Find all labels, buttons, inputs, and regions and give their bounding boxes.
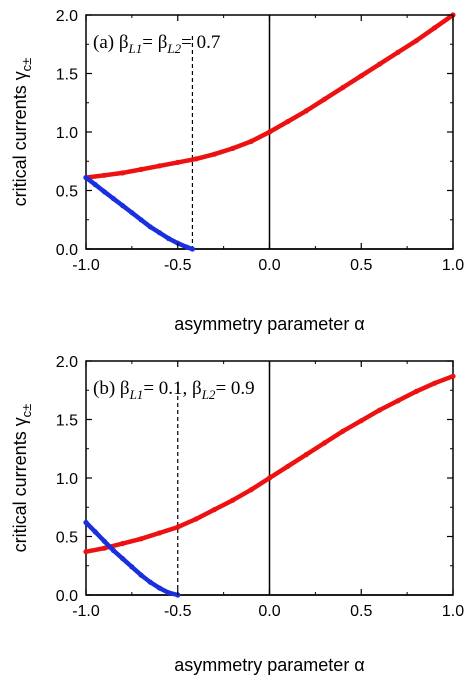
red-data-point [377, 61, 383, 67]
y-axis-label: critical currents γc± [10, 404, 34, 553]
blue-data-point [120, 203, 126, 209]
y-tick-label: 0.0 [56, 588, 78, 605]
red-data-point [432, 380, 438, 386]
blue-series-line [83, 175, 195, 252]
red-data-point [175, 159, 181, 165]
red-data-point [303, 452, 309, 458]
red-data-point [248, 138, 254, 144]
x-axis-label: asymmetry parameter α [174, 314, 364, 334]
blue-data-point [101, 538, 107, 544]
red-data-point [175, 524, 181, 530]
blue-data-point [156, 585, 162, 591]
red-data-point [211, 151, 217, 157]
x-tick-label: -1.0 [72, 603, 100, 620]
red-data-point [230, 145, 236, 151]
blue-data-point [83, 175, 89, 181]
panel-a: -1.0 -0.5 0.0 0.5 1.0 0.0 0.5 1.0 1.5 2.0 (a) βL1… [10, 8, 464, 334]
red-data-point [138, 536, 144, 542]
blue-data-point [166, 235, 172, 242]
x-tick-label: -0.5 [164, 603, 192, 620]
red-data-point [358, 418, 364, 424]
blue-data-point [110, 196, 117, 202]
blue-data-point [129, 210, 135, 216]
red-data-point [303, 108, 309, 114]
blue-data-point [156, 230, 162, 236]
red-data-point [266, 475, 273, 481]
blue-data-point [129, 564, 135, 570]
red-data-point [156, 163, 162, 169]
blue-data-point [138, 217, 144, 223]
red-data-point [413, 38, 419, 44]
red-data-point [395, 49, 401, 56]
red-data-point [193, 516, 199, 522]
x-tick-label: -0.5 [164, 257, 192, 274]
blue-data-point [166, 590, 172, 596]
panel-annotation: (a) βL1= βL2= 0.7 [93, 32, 220, 56]
tick-group: -1.0 -0.5 0.0 0.5 1.0 0.0 0.5 1.0 1.5 2.0 [56, 8, 464, 274]
y-tick-label: 0.0 [56, 242, 78, 259]
red-data-point [211, 507, 217, 513]
blue-data-point [147, 224, 153, 230]
tick-group: -1.0 -0.5 0.0 0.5 1.0 0.0 0.5 1.0 1.5 2.0 [56, 354, 464, 620]
y-tick-label: 2.0 [56, 8, 78, 25]
blue-data-point [92, 529, 98, 535]
red-data-point [322, 96, 328, 102]
red-data-point [285, 463, 291, 469]
red-data-point [193, 156, 199, 162]
red-data-point [340, 428, 346, 434]
red-data-point [101, 172, 107, 178]
red-data-point [230, 497, 236, 503]
blue-data-point [120, 556, 126, 562]
x-tick-label: 0.5 [350, 257, 372, 274]
red-data-point [101, 545, 107, 551]
red-data-point [340, 84, 346, 91]
red-data-point [120, 170, 126, 176]
blue-data-point [147, 579, 153, 585]
x-axis-label: asymmetry parameter α [174, 655, 364, 675]
red-data-point [413, 388, 419, 394]
x-tick-label: 0.5 [350, 603, 372, 620]
y-tick-label: 0.5 [56, 530, 78, 547]
blue-data-point [101, 189, 107, 195]
x-tick-label: 0.0 [258, 603, 280, 620]
red-data-point [450, 373, 456, 379]
red-data-point [285, 118, 291, 125]
red-data-point [395, 398, 401, 404]
panel-b: -1.0 -0.5 0.0 0.5 1.0 0.0 0.5 1.0 1.5 2.0 (b) βL1… [10, 354, 464, 675]
red-data-point [120, 540, 126, 547]
red-data-point [138, 166, 144, 172]
x-tick-label: 1.0 [442, 603, 464, 620]
series-group [83, 373, 456, 598]
x-tick-label: 1.0 [442, 257, 464, 274]
red-data-point [156, 530, 162, 536]
x-tick-label: 0.0 [258, 257, 280, 274]
y-tick-label: 1.0 [56, 125, 78, 142]
red-data-point [377, 407, 383, 413]
y-axis-label: critical currents γc± [10, 58, 34, 207]
red-data-point [322, 440, 328, 446]
panel-annotation: (b) βL1= 0.1, βL2= 0.9 [93, 378, 255, 402]
y-tick-label: 1.0 [56, 471, 78, 488]
red-data-point [248, 487, 254, 493]
red-data-point [266, 129, 273, 135]
y-tick-label: 2.0 [56, 354, 78, 371]
blue-data-point [92, 182, 98, 188]
x-tick-label: -1.0 [72, 257, 100, 274]
y-tick-label: 1.5 [56, 413, 78, 430]
red-data-point [432, 25, 438, 31]
blue-data-point [138, 572, 144, 578]
y-tick-label: 0.5 [56, 184, 78, 201]
blue-data-point [189, 246, 195, 252]
blue-data-point [184, 244, 190, 250]
y-tick-label: 1.5 [56, 67, 78, 84]
red-data-point [358, 73, 364, 79]
blue-data-point [110, 547, 117, 554]
blue-data-point [83, 519, 89, 526]
red-data-point [83, 549, 89, 555]
